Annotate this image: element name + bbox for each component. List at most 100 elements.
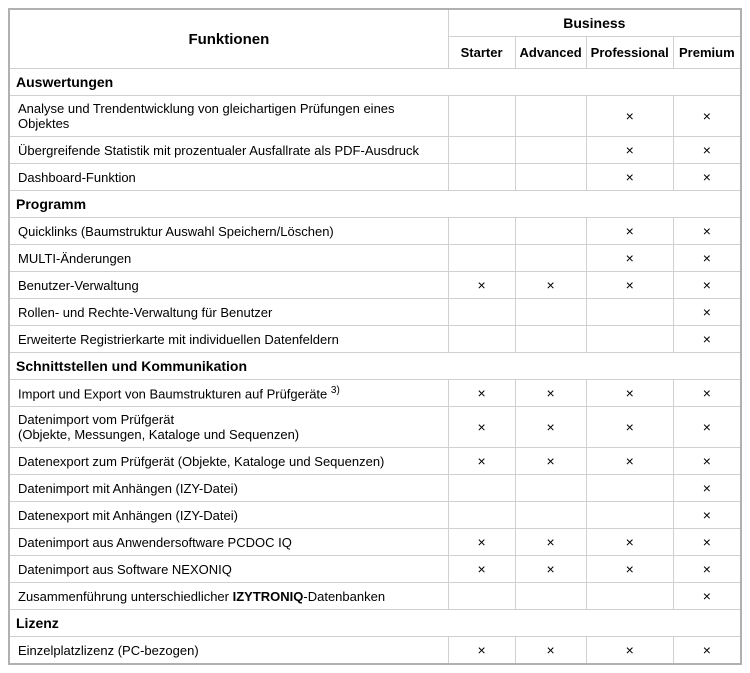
table-row: Datenimport mit Anhängen (IZY-Datei)× [9,475,741,502]
tier-cell: × [515,380,586,407]
tier-cell: × [586,637,673,665]
table-row: Rollen- und Rechte-Verwaltung für Benutz… [9,299,741,326]
tier-cell: × [586,137,673,164]
tier-cell: × [586,272,673,299]
tier-cell: × [448,407,515,448]
tier-cell [586,299,673,326]
feature-label: Rollen- und Rechte-Verwaltung für Benutz… [9,299,448,326]
tier-cell: × [586,407,673,448]
feature-label: Datenimport aus Anwendersoftware PCDOC I… [9,529,448,556]
table-row: Datenexport zum Prüfgerät (Objekte, Kata… [9,448,741,475]
tier-premium: Premium [673,37,741,69]
table-row: Zusammenführung unterschiedlicher IZYTRO… [9,583,741,610]
table-row: Datenimport vom Prüfgerät(Objekte, Messu… [9,407,741,448]
tier-cell: × [586,245,673,272]
tier-cell [586,502,673,529]
tier-cell: × [673,637,741,665]
tier-cell: × [586,96,673,137]
tier-cell: × [586,529,673,556]
tier-cell: × [673,218,741,245]
tier-cell: × [515,448,586,475]
table-row: Analyse und Trendentwicklung von gleicha… [9,96,741,137]
tier-cell [515,475,586,502]
tier-cell: × [586,164,673,191]
tier-cell: × [673,583,741,610]
tier-cell [448,245,515,272]
feature-label: Datenimport aus Software NEXONIQ [9,556,448,583]
tier-cell: × [448,272,515,299]
feature-label: Zusammenführung unterschiedlicher IZYTRO… [9,583,448,610]
tier-advanced: Advanced [515,37,586,69]
feature-label: MULTI-Änderungen [9,245,448,272]
tier-cell [515,583,586,610]
feature-label: Datenimport vom Prüfgerät(Objekte, Messu… [9,407,448,448]
tier-cell: × [586,448,673,475]
tier-cell [586,326,673,353]
tier-cell [515,218,586,245]
section-header: Auswertungen [9,69,741,96]
feature-label: Import und Export von Baumstrukturen auf… [9,380,448,407]
tier-cell [515,502,586,529]
header-business: Business [448,9,741,37]
feature-label: Benutzer-Verwaltung [9,272,448,299]
header-funktionen: Funktionen [9,9,448,69]
feature-label: Datenimport mit Anhängen (IZY-Datei) [9,475,448,502]
table-row: Übergreifende Statistik mit prozentualer… [9,137,741,164]
tier-cell: × [673,556,741,583]
feature-label: Dashboard-Funktion [9,164,448,191]
table-row: Erweiterte Registrierkarte mit individue… [9,326,741,353]
tier-cell: × [448,448,515,475]
tier-cell [448,299,515,326]
tier-cell [586,583,673,610]
tier-cell: × [673,448,741,475]
footnote-ref: 3) [331,385,340,396]
tier-cell [448,96,515,137]
table-row: Benutzer-Verwaltung×××× [9,272,741,299]
table-row: Datenimport aus Software NEXONIQ×××× [9,556,741,583]
tier-cell: × [673,380,741,407]
tier-cell: × [673,529,741,556]
tier-cell: × [515,556,586,583]
tier-cell [515,245,586,272]
tier-cell [448,502,515,529]
tier-professional: Professional [586,37,673,69]
table-row: Datenimport aus Anwendersoftware PCDOC I… [9,529,741,556]
tier-cell: × [673,272,741,299]
tier-cell: × [448,529,515,556]
tier-cell: × [673,299,741,326]
table-row: Quicklinks (Baumstruktur Auswahl Speiche… [9,218,741,245]
tier-cell [515,299,586,326]
table-row: Datenexport mit Anhängen (IZY-Datei) × [9,502,741,529]
tier-cell: × [448,380,515,407]
feature-label: Datenexport mit Anhängen (IZY-Datei) [9,502,448,529]
feature-label: Analyse und Trendentwicklung von gleicha… [9,96,448,137]
tier-cell: × [673,164,741,191]
tier-cell [515,164,586,191]
tier-cell: × [448,556,515,583]
feature-label: Erweiterte Registrierkarte mit individue… [9,326,448,353]
tier-cell [448,583,515,610]
tier-cell: × [586,380,673,407]
tier-cell: × [673,245,741,272]
tier-cell: × [515,637,586,665]
table-row: MULTI-Änderungen ×× [9,245,741,272]
tier-cell: × [448,637,515,665]
tier-cell [515,96,586,137]
tier-cell [448,218,515,245]
feature-label: Quicklinks (Baumstruktur Auswahl Speiche… [9,218,448,245]
tier-cell: × [673,326,741,353]
tier-cell: × [586,556,673,583]
tier-cell [515,326,586,353]
tier-cell: × [515,407,586,448]
tier-cell [586,475,673,502]
table-row: Einzelplatzlizenz (PC-bezogen)×××× [9,637,741,665]
tier-starter: Starter [448,37,515,69]
tier-cell: × [673,502,741,529]
section-header: Programm [9,191,741,218]
tier-cell: × [673,96,741,137]
tier-cell: × [586,218,673,245]
table-row: Import und Export von Baumstrukturen auf… [9,380,741,407]
tier-cell [448,137,515,164]
tier-cell: × [515,272,586,299]
tier-cell [448,475,515,502]
